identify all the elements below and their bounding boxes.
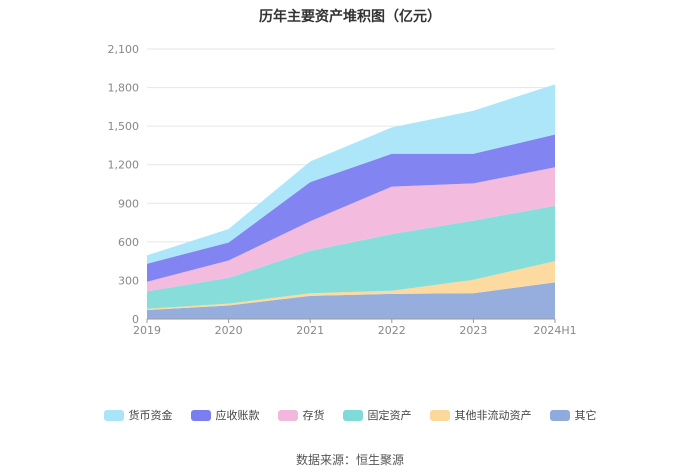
y-tick-label: 2,100 <box>108 43 140 56</box>
x-tick-label: 2021 <box>296 324 324 337</box>
y-tick-label: 900 <box>118 197 139 210</box>
area-series-存货 <box>147 167 555 292</box>
y-tick-label: 600 <box>118 236 139 249</box>
legend-item[interactable]: 存货 <box>277 407 325 423</box>
x-tick-label: 2022 <box>378 324 406 337</box>
y-tick-label: 300 <box>118 274 139 287</box>
x-tick-label: 2019 <box>133 324 161 337</box>
y-tick-label: 1,200 <box>108 159 140 172</box>
x-tick-label: 2023 <box>459 324 487 337</box>
legend-item[interactable]: 应收账款 <box>190 407 260 423</box>
legend-label: 存货 <box>302 409 325 422</box>
legend-label: 货币资金 <box>128 409 173 422</box>
legend-swatch <box>277 409 298 421</box>
legend-label: 其他非流动资产 <box>454 409 532 422</box>
y-tick-label: 0 <box>132 313 139 326</box>
legend-label: 固定资产 <box>367 409 412 422</box>
area-series-货币资金 <box>147 84 555 264</box>
legend-item[interactable]: 其他非流动资产 <box>429 407 532 423</box>
legend-swatch <box>549 409 570 421</box>
area-series-应收账款 <box>147 134 555 282</box>
legend-label: 其它 <box>574 409 597 422</box>
legend-item[interactable]: 固定资产 <box>342 407 412 423</box>
legend-swatch <box>429 409 450 421</box>
x-tick-label: 2024H1 <box>533 324 576 337</box>
area-series-固定资产 <box>147 205 555 309</box>
area-series-其他非流动资产 <box>147 261 555 310</box>
chart-title: 历年主要资产堆积图（亿元） <box>259 9 441 25</box>
legend-label: 应收账款 <box>215 409 260 422</box>
legend-item[interactable]: 其它 <box>549 407 597 423</box>
legend: 货币资金 应收账款 存货 固定资产 其他非流动资产 其它 <box>0 407 700 423</box>
stacked-area-chart: 0 300 600 900 1,200 1,500 1,800 2,100 2019 2020 20… <box>108 43 577 337</box>
data-source: 数据来源：恒生聚源 <box>295 453 404 467</box>
area-series-其它 <box>147 282 555 319</box>
legend-swatch <box>342 409 363 421</box>
legend-swatch <box>103 409 124 421</box>
legend-swatch <box>190 409 211 421</box>
y-tick-label: 1,500 <box>108 120 140 133</box>
y-tick-label: 1,800 <box>108 82 140 95</box>
legend-item[interactable]: 货币资金 <box>103 407 173 423</box>
x-tick-label: 2020 <box>215 324 243 337</box>
